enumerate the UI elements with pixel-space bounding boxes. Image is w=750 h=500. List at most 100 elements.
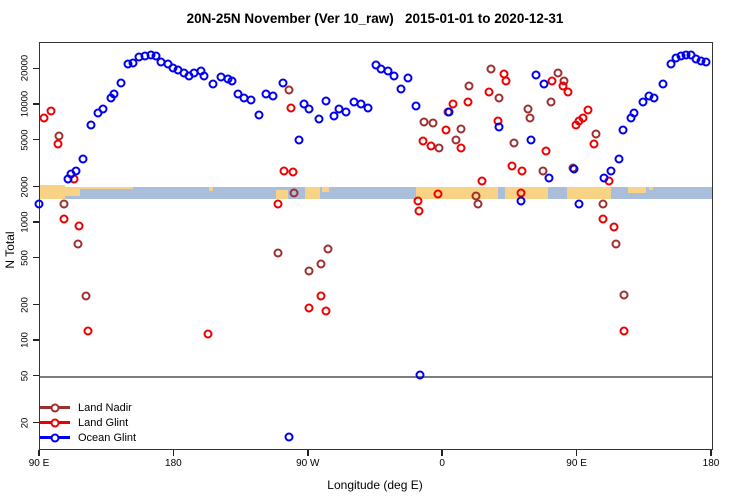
legend-item-land-nadir: Land Nadir [40, 400, 136, 415]
land-nadir-point [428, 118, 438, 128]
map-land-segment [40, 185, 66, 199]
ocean-glint-point [284, 432, 294, 442]
ocean-glint-point [128, 58, 138, 68]
x-axis-tick [38, 449, 40, 456]
ocean-glint-point [208, 79, 218, 89]
land-nadir-point [473, 199, 483, 209]
ocean-glint-point [629, 108, 639, 118]
ocean-glint-point [658, 79, 668, 89]
land-glint-point [426, 141, 436, 151]
y-axis-tick [33, 103, 39, 105]
land-nadir-point [598, 199, 608, 209]
ocean-glint-point [701, 57, 711, 67]
land-glint-point [321, 306, 331, 316]
ocean-glint-point [314, 114, 324, 124]
map-land-segment [628, 186, 647, 193]
land-glint-point [619, 326, 629, 335]
land-glint-point [516, 188, 526, 198]
land-glint-point [517, 166, 527, 176]
land-glint-point [39, 113, 49, 123]
y-axis-tick-label: 10000 [19, 90, 31, 118]
land-glint-point [563, 87, 573, 97]
land-glint-point [279, 166, 289, 176]
plot-area [34, 42, 713, 450]
land-glint-point [501, 76, 511, 86]
land-nadir-point [591, 129, 601, 139]
ocean-glint-point [539, 79, 549, 89]
land-glint-point [414, 206, 424, 216]
map-land-segment [275, 190, 288, 199]
land-glint-point [507, 161, 517, 171]
land-nadir-point [284, 85, 294, 95]
y-axis-tick [33, 421, 39, 424]
land-nadir-point [486, 64, 496, 74]
y-axis-tick [33, 221, 39, 223]
map-ocean [40, 186, 712, 199]
legend-circle [50, 418, 60, 427]
ocean-glint-point [363, 103, 373, 113]
map-land-segment [505, 186, 548, 199]
land-nadir-point [434, 143, 444, 153]
ocean-glint-point [151, 51, 161, 61]
x-axis-tick [172, 449, 175, 456]
x-axis-tick-label: 0 [439, 458, 445, 469]
map-land-segment [65, 186, 80, 197]
land-nadir-point [538, 166, 547, 176]
legend-item-land-glint: Land Glint [40, 415, 136, 430]
y-axis-title: N Total [3, 231, 17, 269]
ocean-glint-point [526, 135, 536, 145]
land-nadir-point [54, 131, 64, 141]
legend-circle [50, 433, 60, 442]
y-axis-tick [33, 374, 39, 377]
land-glint-point [59, 214, 69, 224]
land-glint-point [418, 136, 428, 146]
x-axis-tick-label: 90 E [28, 458, 50, 469]
y-axis-tick-label: 200 [19, 296, 31, 313]
ocean-glint-point [371, 60, 381, 70]
y-axis-tick-label: 2000 [19, 175, 31, 198]
ocean-glint-point [329, 111, 339, 121]
land-glint-point [609, 222, 619, 232]
land-nadir-point [494, 93, 504, 103]
land-glint-point [286, 103, 296, 113]
land-glint-point [558, 81, 568, 91]
land-nadir-point [471, 191, 481, 201]
ocean-glint-point [109, 89, 119, 99]
x-axis-title: Longitude (deg E) [327, 478, 423, 492]
ocean-glint-point [516, 196, 526, 206]
reference-line-50 [40, 375, 712, 378]
land-glint-point [273, 199, 283, 209]
land-glint-point [541, 146, 551, 156]
map-land-segment [415, 186, 498, 199]
ocean-glint-point [199, 71, 209, 81]
land-glint-point [413, 196, 423, 206]
land-nadir-point [619, 290, 629, 300]
ocean-glint-point [299, 99, 309, 109]
land-glint-point [484, 87, 494, 97]
latitude-map-band [40, 185, 712, 199]
ocean-glint-point [531, 70, 541, 80]
y-axis-tick-label: 1000 [19, 211, 31, 233]
land-nadir-point [419, 117, 429, 127]
ocean-glint-point [268, 91, 278, 101]
ocean-glint-point [98, 104, 108, 114]
ocean-glint-point [254, 110, 264, 120]
land-glint-point [316, 291, 326, 301]
land-nadir-point [304, 266, 314, 276]
y-axis-tick [33, 339, 39, 341]
land-nadir-point [81, 291, 91, 301]
legend-marker-ocean-glint [40, 433, 70, 442]
ocean-glint-point [403, 73, 413, 83]
legend-label: Ocean Glint [78, 431, 137, 444]
map-land-segment [648, 186, 653, 191]
land-glint-point [589, 139, 599, 149]
ocean-glint-point [614, 154, 624, 164]
land-glint-point [304, 303, 314, 313]
land-nadir-point [323, 244, 333, 254]
x-axis-tick [710, 449, 712, 456]
ocean-glint-point [599, 173, 609, 183]
land-nadir-point [73, 239, 83, 249]
land-nadir-point [59, 199, 69, 209]
map-land-segment [79, 186, 133, 190]
land-glint-point [463, 97, 473, 107]
